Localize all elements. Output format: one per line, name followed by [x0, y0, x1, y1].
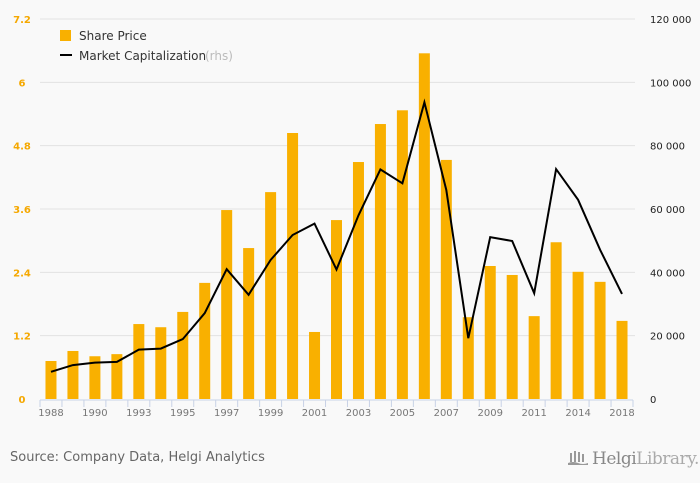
y-left-tick-label: 4.8 [13, 142, 31, 153]
y-right-tick-label: 40 000 [650, 268, 685, 279]
bar [45, 361, 57, 399]
x-tick-label: 1990 [82, 408, 107, 419]
x-tick-label: 2018 [609, 408, 634, 419]
bar [243, 248, 255, 399]
bar [89, 356, 101, 399]
bar [396, 110, 408, 400]
logo-text-main: Helgi [592, 449, 637, 469]
legend-label-market-cap: Market Capitalization [79, 49, 206, 63]
share-price-bars [45, 53, 628, 400]
market-cap-line [50, 98, 623, 373]
bar [265, 192, 277, 399]
x-tick-label: 2007 [434, 408, 459, 419]
y-axis-left: 0 1.2 2.4 3.6 4.8 6 7.2 [13, 15, 31, 406]
bar [528, 316, 540, 399]
bar [133, 324, 145, 399]
x-tick-label: 1993 [126, 408, 151, 419]
legend-note-rhs: (rhs) [205, 49, 233, 63]
bar [594, 281, 606, 399]
market-cap-line-path [50, 98, 623, 373]
x-tick-label: 1995 [170, 408, 195, 419]
bar [67, 350, 79, 399]
y-left-tick-label: 2.4 [13, 268, 31, 279]
legend-swatch-share-price [60, 30, 71, 41]
y-right-tick-label: 100 000 [650, 78, 691, 89]
y-right-tick-label: 20 000 [650, 332, 685, 343]
legend: Share Price Market Capitalization (rhs) [60, 29, 233, 63]
y-left-tick-label: 3.6 [13, 205, 31, 216]
legend-label-share-price: Share Price [79, 29, 147, 43]
y-right-tick-label: 120 000 [650, 15, 691, 26]
x-tick-label: 2009 [478, 408, 503, 419]
bar [550, 242, 562, 399]
bar [199, 282, 211, 399]
x-tick-label: 2005 [390, 408, 415, 419]
bar [484, 266, 496, 399]
x-tick-label: 2014 [565, 408, 590, 419]
x-tick-label: 2001 [302, 408, 327, 419]
bar [309, 331, 321, 399]
bar [155, 327, 167, 399]
y-left-tick-label: 6 [19, 78, 26, 89]
bar [374, 124, 386, 400]
logo-icon [568, 450, 588, 471]
x-tick-label: 2011 [521, 408, 546, 419]
logo-text-secondary: Library. [636, 449, 699, 469]
helgi-library-logo: HelgiLibrary. [568, 449, 699, 471]
y-left-tick-label: 7.2 [13, 15, 31, 26]
x-tick-label: 2003 [346, 408, 371, 419]
y-right-tick-label: 0 [650, 395, 656, 406]
y-axis-right: 0 20 000 40 000 60 000 80 000 100 000 120 000 [650, 15, 691, 406]
bar [111, 354, 123, 399]
bar [616, 320, 628, 399]
bar [572, 271, 584, 399]
bar [506, 274, 518, 399]
x-tick-label: 1999 [258, 408, 283, 419]
y-left-tick-label: 0 [19, 395, 26, 406]
bar [440, 159, 452, 399]
x-tick-label: 1997 [214, 408, 239, 419]
source-note: Source: Company Data, Helgi Analytics [10, 450, 265, 465]
bar [331, 220, 342, 399]
y-left-tick-label: 1.2 [13, 332, 31, 343]
bar [287, 133, 299, 399]
y-right-tick-label: 80 000 [650, 142, 685, 153]
y-right-tick-label: 60 000 [650, 205, 685, 216]
bar [221, 210, 233, 399]
bar [462, 317, 474, 399]
bar [177, 311, 189, 399]
bar [418, 53, 430, 400]
bar [352, 162, 364, 399]
x-tick-label: 1988 [38, 408, 63, 419]
x-axis: 1988 1990 1993 1995 1997 1999 2001 2003 2005 2007… [38, 399, 635, 419]
